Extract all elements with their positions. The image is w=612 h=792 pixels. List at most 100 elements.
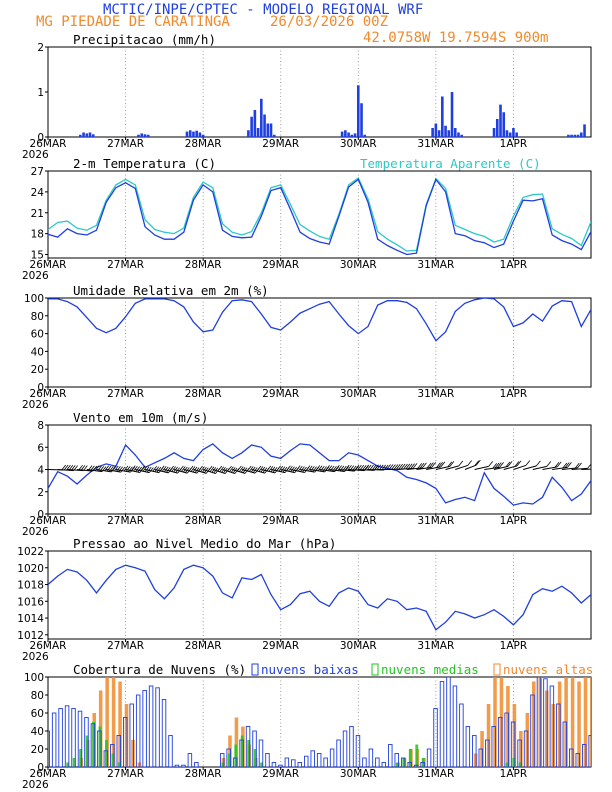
wind-barb-feather xyxy=(505,461,511,468)
x-tick-label: 29MAR xyxy=(262,138,299,150)
wind-barb-feather xyxy=(436,462,441,468)
temperature-title: 2-m Temperatura (C) xyxy=(73,156,216,171)
wind-data-point xyxy=(144,466,146,468)
y-tick-label: 18 xyxy=(31,229,44,241)
cloud-bar-nuvens-altas xyxy=(551,704,555,767)
temperature-data-point xyxy=(425,205,427,207)
x-year-label: 2026 xyxy=(22,779,49,791)
wind-barb-feather xyxy=(546,461,552,467)
cloud-bar-nuvens-baixas xyxy=(97,730,102,767)
cloud-bar-nuvens-baixas xyxy=(362,757,367,767)
precip-bar xyxy=(437,130,441,137)
humidity-data-point xyxy=(377,304,379,306)
cloud-bar-nuvens-baixas xyxy=(368,748,374,767)
temperature-data-point xyxy=(377,231,379,233)
temperature-data-point xyxy=(183,231,185,233)
cloud-bar-nuvens-medias xyxy=(117,762,121,767)
cloud-bar-nuvens-altas xyxy=(111,677,116,767)
precip-bar xyxy=(457,132,460,137)
humidity-panel: 26MAR 27MAR 28MAR 29MAR 30MAR 31MAR 1APR 2026 0 2… xyxy=(22,283,592,411)
pressure-panel: 26MAR 27MAR 28MAR 29MAR 30MAR 31MAR 1APR 2026 10… xyxy=(17,536,592,663)
cloud-bar-nuvens-baixas xyxy=(219,753,225,767)
y-tick-label: 100 xyxy=(24,672,44,684)
wind-barb-shaft xyxy=(115,469,131,473)
humidity-data-point xyxy=(270,326,272,328)
temperature-data-point xyxy=(406,250,408,252)
wind-data-point xyxy=(231,457,233,459)
wind-barb-shaft xyxy=(561,467,578,470)
pressure-data-point xyxy=(435,629,437,631)
y-tick-label: 1 xyxy=(37,87,44,99)
cloud-bar-nuvens-baixas xyxy=(504,712,509,767)
x-tick-label: 30MAR xyxy=(340,388,377,400)
cloud-bar-nuvens-baixas xyxy=(420,762,425,767)
wind-barb-shaft xyxy=(193,469,207,474)
x-tick-label: 1APR xyxy=(500,388,528,400)
temperature-data-point xyxy=(125,182,127,184)
precip-bar xyxy=(512,128,515,137)
precip-bar xyxy=(340,131,344,137)
wind-barb-feather xyxy=(270,466,276,473)
wind-barb-shaft xyxy=(503,465,518,470)
temperature-frame xyxy=(47,170,592,259)
wind-data-point xyxy=(415,479,417,481)
wind-data-point xyxy=(590,480,591,482)
cloud-legend-label: nuvens altas xyxy=(503,662,593,677)
cloud-bar-nuvens-medias xyxy=(234,744,238,767)
y-tick-label: 8 xyxy=(37,420,44,432)
wind-barb-shaft xyxy=(464,464,477,470)
pressure-data-point xyxy=(512,624,514,626)
x-tick-label: 30MAR xyxy=(340,138,377,150)
humidity-data-point xyxy=(173,300,175,302)
wind-barb-feather xyxy=(140,465,146,472)
pressure-data-point xyxy=(86,579,88,581)
temperature-data-point xyxy=(57,236,59,238)
wind-barb-feather xyxy=(458,460,464,467)
wind-barb-feather xyxy=(574,462,580,469)
wind-barb-feather xyxy=(426,462,432,469)
temperature-data-point xyxy=(260,215,262,217)
humidity-data-point xyxy=(57,298,59,300)
cloud-bar-nuvens-baixas xyxy=(252,730,257,767)
cloud-bar-nuvens-altas xyxy=(234,717,239,767)
wind-barb-shaft xyxy=(77,469,93,472)
y-tick-label: 40 xyxy=(31,726,44,738)
humidity-data-point xyxy=(260,313,262,315)
cloud-bar-nuvens-baixas xyxy=(58,708,63,767)
cloud-bar-nuvens-baixas xyxy=(232,757,238,767)
cloud-bar-nuvens-altas xyxy=(486,704,491,767)
wind-barb-feather xyxy=(278,465,284,472)
humidity-data-point xyxy=(474,299,476,301)
precip-bar xyxy=(185,131,189,137)
temperature-data-point xyxy=(309,238,311,240)
temperature-data-point xyxy=(571,238,573,240)
temperature-data-point xyxy=(512,215,514,217)
temperature-series-line xyxy=(48,178,591,256)
temperature-data-point xyxy=(561,240,563,242)
temperature-data-point xyxy=(386,244,388,246)
humidity-data-point xyxy=(532,313,534,315)
pressure-data-point xyxy=(590,594,591,596)
temperature-data-point xyxy=(173,238,175,240)
humidity-data-point xyxy=(183,306,185,308)
humidity-data-point xyxy=(76,306,78,308)
x-tick-label: 27MAR xyxy=(107,138,144,150)
pressure-data-point xyxy=(154,589,156,591)
wind-barb-feather xyxy=(125,466,131,472)
y-tick-label: 0 xyxy=(37,382,44,394)
humidity-data-point xyxy=(115,327,117,329)
wind-barb-shaft xyxy=(173,469,188,474)
precip-bar xyxy=(192,131,195,137)
wind-data-point xyxy=(551,476,553,478)
x-tick-label: 26MAR xyxy=(30,768,67,780)
temperature-data-point xyxy=(415,252,417,254)
cloud-bar-nuvens-baixas xyxy=(174,764,180,767)
humidity-data-point xyxy=(48,298,49,300)
cloud-bar-nuvens-baixas xyxy=(426,748,432,767)
x-year-label: 2026 xyxy=(22,399,49,411)
precip-bar xyxy=(505,130,509,137)
wind-barb-shaft xyxy=(251,469,266,474)
precip-frame xyxy=(47,46,592,138)
cloud-bar-nuvens-medias xyxy=(85,735,89,767)
cloud-bar-nuvens-baixas xyxy=(452,685,458,767)
